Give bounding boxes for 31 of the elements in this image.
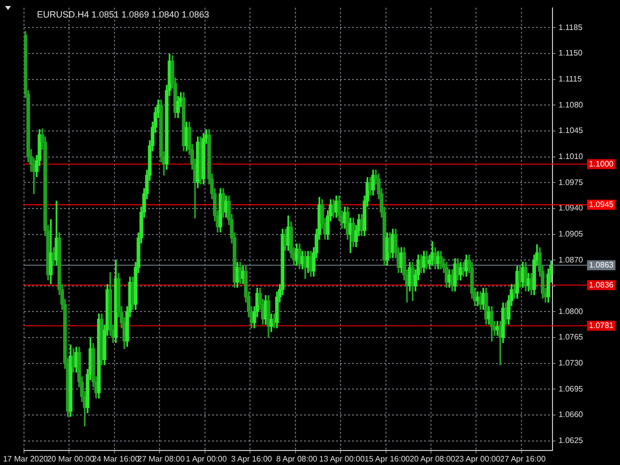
x-tick-label: 13 Apr 00:00 <box>319 454 366 464</box>
x-tick-label: 3 Apr 16:00 <box>231 454 273 464</box>
y-tick-label: 1.0660 <box>558 410 584 420</box>
y-tick-label: 1.0800 <box>558 306 584 316</box>
x-tick-label: 15 Apr 16:00 <box>364 454 410 464</box>
y-tick-label: 1.0870 <box>558 255 584 264</box>
x-tick-label: 17 Mar 2020 <box>2 454 48 464</box>
y-tick-label: 1.0765 <box>558 332 584 342</box>
ref-line-label: 1.0945 <box>589 200 614 209</box>
y-tick-label: 1.0695 <box>558 384 584 394</box>
y-tick-label: 1.0975 <box>558 178 584 187</box>
y-tick-label: 1.1185 <box>558 22 583 32</box>
y-tick-label: 1.1150 <box>558 48 583 58</box>
y-tick-label: 1.0940 <box>558 204 584 213</box>
ref-line-label: 1.0836 <box>589 280 614 290</box>
x-tick-label: 27 Apr 16:00 <box>500 454 546 464</box>
ref-line-label: 1.0863 <box>589 260 614 270</box>
ref-line-label: 1.0781 <box>589 320 614 330</box>
y-tick-label: 1.1115 <box>558 74 582 84</box>
x-tick-label: 8 Apr 08:00 <box>276 454 318 464</box>
y-tick-label: 1.1080 <box>558 100 584 110</box>
x-tick-label: 20 Apr 08:00 <box>410 454 456 464</box>
x-tick-label: 23 Apr 00:00 <box>454 454 501 464</box>
x-tick-label: 1 Apr 00:00 <box>186 454 228 464</box>
y-tick-label: 1.1010 <box>558 152 584 162</box>
ref-line-label: 1.1000 <box>589 159 614 168</box>
y-tick-label: 1.1045 <box>558 126 584 136</box>
chart-title: EURUSD.H4 1.0851 1.0869 1.0840 1.0863 <box>37 9 210 20</box>
y-tick-label: 1.0625 <box>558 436 584 446</box>
y-tick-label: 1.0905 <box>558 229 584 238</box>
y-tick-label: 1.0730 <box>558 358 584 368</box>
